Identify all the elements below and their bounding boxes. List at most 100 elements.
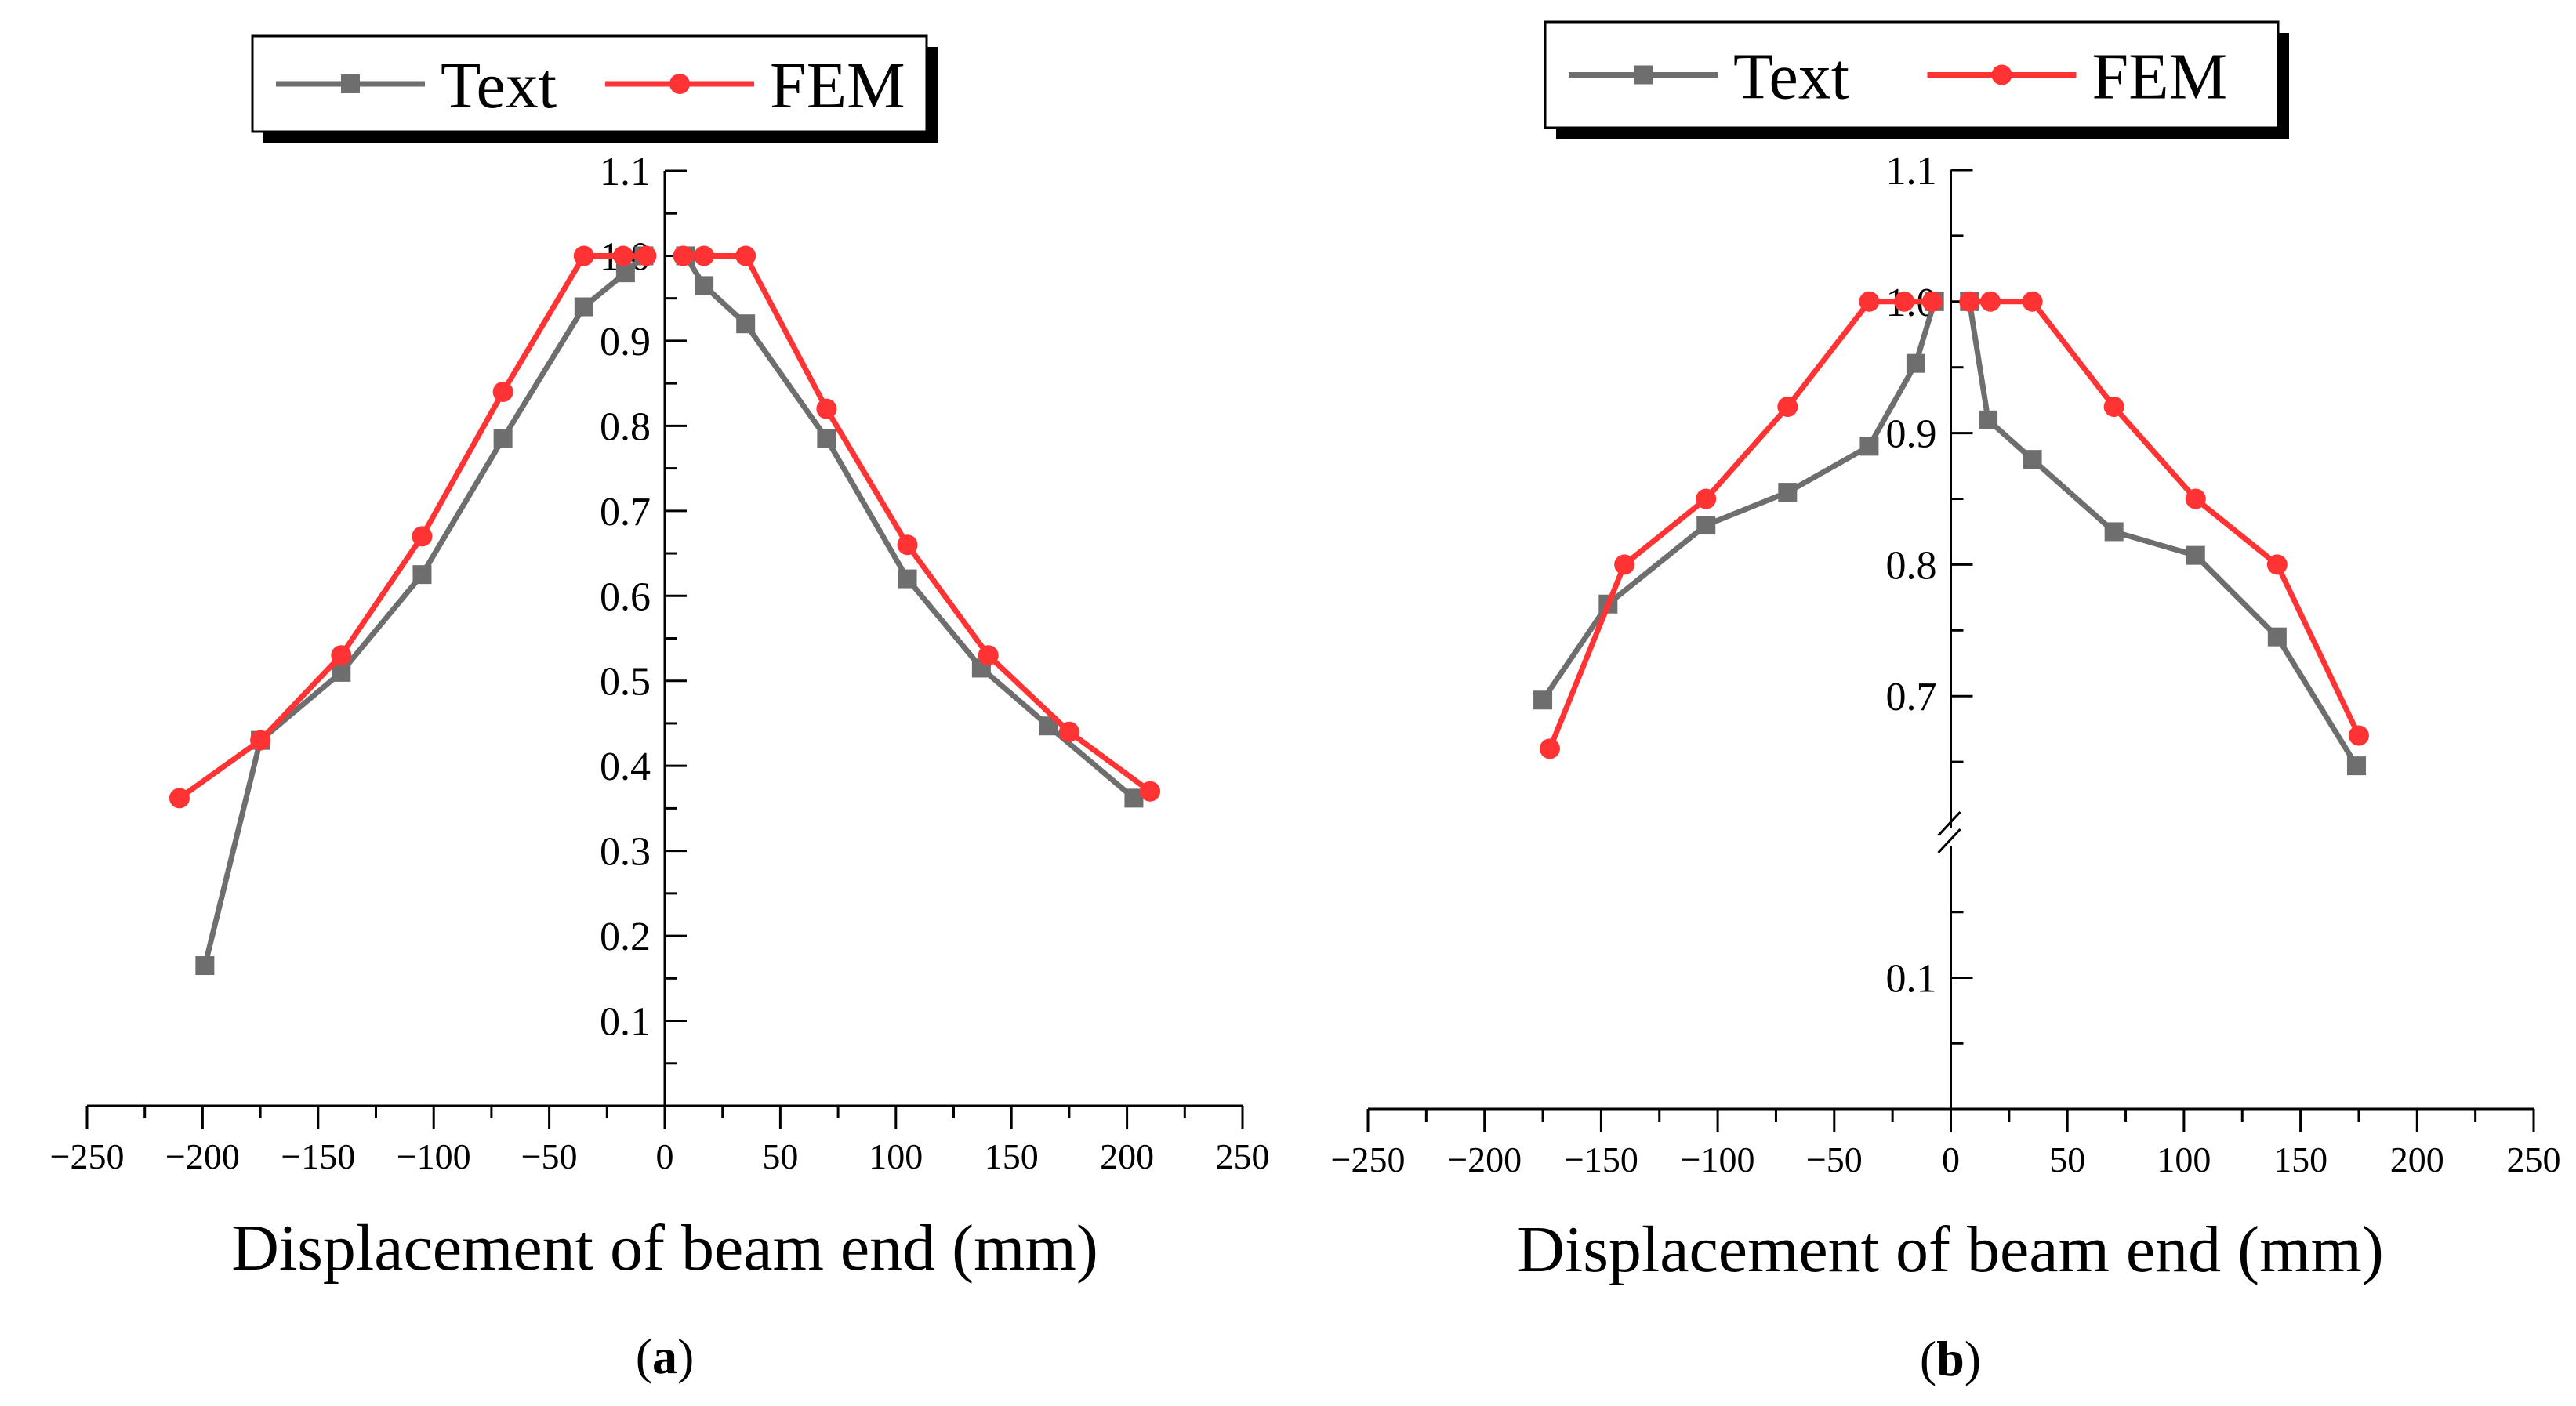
data-point-circle: [492, 381, 513, 402]
x-tick-label: −150: [1564, 1140, 1638, 1180]
panel-label-letter: b: [1936, 1331, 1965, 1386]
x-tick-label: −200: [1447, 1140, 1522, 1180]
legend-label-fem: FEM: [770, 49, 905, 122]
data-point-circle: [1980, 291, 2001, 312]
data-point-circle: [1959, 291, 1980, 312]
series-line: [201, 253, 646, 966]
x-tick-label: 100: [869, 1136, 923, 1176]
x-tick-label: 250: [1216, 1136, 1270, 1176]
data-point-square: [898, 569, 917, 589]
series-text: [195, 246, 1144, 976]
x-tick-label: −250: [1331, 1140, 1406, 1180]
y-tick-label: 0.7: [1886, 675, 1937, 719]
legend-marker-square: [341, 74, 360, 93]
series-line: [683, 254, 1136, 801]
x-tick-label: −50: [1806, 1140, 1863, 1180]
legend: Text FEM: [1544, 20, 2289, 139]
series-line: [1540, 300, 1938, 702]
legend-label-text: Text: [1733, 41, 1849, 114]
data-point-circle: [735, 245, 756, 266]
panel-label-open: (: [636, 1328, 652, 1384]
y-tick-label: 0.1: [600, 1000, 651, 1045]
data-point-circle: [636, 245, 657, 266]
y-tick-label: 0.1: [1886, 957, 1937, 1002]
data-point-circle: [612, 245, 633, 266]
x-tick-label: 150: [2273, 1140, 2327, 1180]
data-point-circle: [2103, 397, 2124, 418]
data-point-square: [332, 662, 351, 682]
data-point-circle: [1696, 488, 1717, 509]
data-point-circle: [897, 534, 918, 556]
data-point-square: [2104, 522, 2124, 542]
data-point-square: [574, 297, 593, 317]
panel-label: (a): [636, 1328, 695, 1384]
x-axis-title: Displacement of beam end (mm): [1517, 1213, 2384, 1286]
data-point-square: [195, 956, 215, 976]
data-point-circle: [1058, 721, 1079, 742]
x-tick-label: 250: [2507, 1140, 2561, 1180]
x-tick-label: 50: [762, 1136, 798, 1176]
panel-label-close: ): [677, 1328, 694, 1384]
y-tick-label: 0.9: [1886, 412, 1937, 457]
data-point-circle: [2022, 291, 2043, 312]
y-tick-label: 0.9: [600, 320, 651, 364]
data-point-circle: [816, 398, 837, 419]
series-fem: [1539, 291, 2369, 759]
legend-label-fem: FEM: [2092, 41, 2228, 114]
y-tick-label: 0.8: [600, 404, 651, 449]
y-tick-label: 1.1: [600, 150, 651, 194]
legend-marker-square: [1634, 65, 1653, 85]
data-point-square: [412, 565, 432, 585]
series-line: [1547, 299, 1932, 750]
panel-a: −250 −200 −150 −100 −50 0 50 100 150 200 250 0.1 0.2…: [50, 34, 1270, 1384]
y-tick-label: 0.4: [600, 745, 651, 789]
data-point-square: [1906, 353, 1925, 373]
panel-label-open: (: [1920, 1331, 1936, 1386]
series-line: [1966, 301, 2359, 767]
panel-label: (b): [1920, 1331, 1981, 1386]
data-point-circle: [1921, 291, 1943, 312]
legend: Text FEM: [251, 34, 938, 143]
data-point-circle: [1859, 291, 1880, 312]
data-point-circle: [573, 245, 594, 266]
data-point-circle: [412, 526, 433, 547]
data-point-square: [2346, 756, 2366, 776]
data-point-square: [736, 314, 756, 334]
data-point-square: [695, 276, 714, 295]
data-point-square: [2186, 545, 2205, 565]
x-tick-label: 100: [2157, 1140, 2211, 1180]
x-tick-label: 200: [1100, 1136, 1154, 1176]
y-tick-label: 0.2: [600, 915, 651, 959]
y-tick-label: 0.7: [600, 490, 651, 534]
data-point-square: [1696, 516, 1716, 535]
panel-b: −250 −200 −150 −100 −50 0 50 100 150 200 250 0.1 0.7…: [1331, 20, 2561, 1386]
data-point-square: [1979, 410, 1998, 429]
data-point-circle: [1777, 397, 1798, 418]
panel-label-close: ): [1965, 1331, 1981, 1386]
legend-marker-circle: [669, 74, 690, 94]
y-tick-label: 0.3: [600, 830, 651, 875]
data-point-circle: [1614, 554, 1635, 575]
data-point-circle: [978, 645, 999, 666]
series-line: [177, 252, 647, 801]
x-tick-label: 0: [656, 1136, 674, 1176]
data-point-square: [615, 263, 635, 283]
x-axis-title: Displacement of beam end (mm): [231, 1212, 1098, 1285]
data-point-circle: [169, 788, 190, 809]
x-tick-label: −250: [50, 1136, 125, 1176]
x-tick-label: −100: [1681, 1140, 1755, 1180]
data-point-circle: [2266, 554, 2288, 575]
series-fem: [169, 245, 1161, 809]
data-point-square: [1533, 690, 1553, 710]
y-tick-label: 0.8: [1886, 543, 1937, 588]
data-point-circle: [331, 645, 352, 666]
y-tick-label: 0.5: [600, 660, 651, 705]
data-point-circle: [1140, 781, 1161, 802]
data-point-circle: [1539, 738, 1560, 759]
x-tick-label: 50: [2049, 1140, 2085, 1180]
x-tick-label: −100: [397, 1136, 471, 1176]
data-point-circle: [2185, 488, 2206, 509]
legend-marker-circle: [1991, 64, 2012, 85]
panel-label-letter: a: [652, 1328, 677, 1384]
